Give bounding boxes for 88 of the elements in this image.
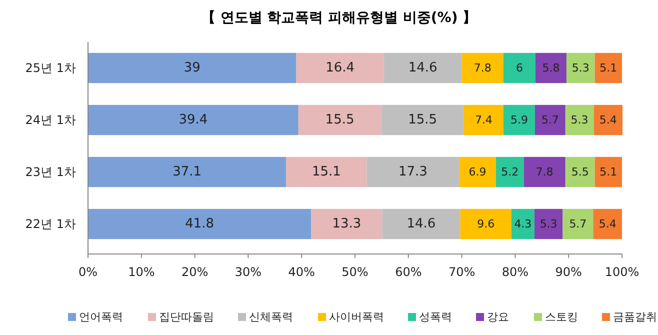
y-tick-label: 24년 1차 (25, 113, 76, 127)
bar (511, 208, 534, 240)
x-tick-label: 40% (288, 265, 315, 279)
bar (464, 104, 504, 136)
x-tick-label: 50% (342, 265, 368, 279)
y-tick-label: 25년 1차 (25, 61, 76, 75)
bar (565, 156, 595, 188)
bar (381, 104, 464, 136)
bar (593, 208, 622, 240)
data-label: 7.8 (536, 166, 554, 178)
y-tick-label: 22년 1차 (25, 217, 76, 231)
bar (88, 208, 312, 240)
x-tick-label: 80% (502, 265, 529, 279)
data-label: 7.4 (474, 114, 492, 126)
bar (462, 52, 504, 84)
bar (503, 104, 535, 136)
data-label: 15.1 (312, 164, 341, 180)
x-tick-label: 60% (395, 265, 422, 279)
data-label: 6 (516, 62, 523, 74)
data-label: 5.1 (600, 62, 618, 74)
data-label: 5.7 (541, 114, 559, 126)
data-label: 39 (184, 60, 200, 76)
data-label: 15.5 (408, 112, 438, 128)
x-tick-label: 30% (234, 265, 262, 279)
bar (88, 156, 286, 188)
data-label: 13.3 (332, 216, 362, 232)
bar (384, 52, 462, 84)
data-label: 17.3 (398, 164, 428, 180)
bar (496, 156, 524, 188)
bar (565, 104, 594, 136)
bar (88, 104, 298, 136)
legend-label: 언어폭력 (79, 310, 123, 324)
data-label: 41.8 (185, 216, 214, 232)
legend-label: 사이버폭력 (329, 310, 384, 324)
bar (286, 156, 367, 188)
data-label: 5.3 (572, 62, 590, 74)
data-label: 7.8 (474, 62, 492, 74)
data-label: 37.1 (172, 164, 202, 180)
data-label: 6.9 (468, 166, 486, 178)
bar (503, 52, 536, 84)
data-label: 39.4 (178, 112, 208, 128)
data-label: 14.6 (408, 60, 438, 76)
bar (311, 208, 382, 240)
x-tick-label: 100% (604, 265, 640, 279)
data-label: 5.1 (600, 166, 618, 178)
data-label: 5.9 (510, 114, 528, 126)
bar (594, 104, 623, 136)
chart-title: 【 연도별 학교폭력 피해유형별 비중(%) 】 (201, 10, 477, 26)
data-label: 15.5 (325, 112, 354, 128)
data-label: 4.3 (514, 218, 532, 230)
bar (524, 156, 566, 188)
legend-label: 신체폭력 (249, 310, 293, 324)
bar (88, 52, 296, 84)
data-label: 5.3 (540, 218, 558, 230)
bar (298, 104, 382, 136)
bar (366, 156, 460, 188)
bar (535, 52, 566, 84)
data-label: 5.3 (570, 114, 588, 126)
bar (534, 104, 566, 136)
data-label: 5.7 (569, 218, 587, 230)
legend-label: 스토킹 (545, 310, 578, 324)
legend-label: 강요 (487, 310, 509, 324)
bar (566, 52, 595, 84)
bar (594, 156, 622, 188)
data-label: 5.8 (542, 62, 560, 74)
x-tick-label: 90% (555, 265, 582, 279)
x-tick-label: 10% (128, 265, 155, 279)
bar (460, 208, 512, 240)
data-label: 16.4 (326, 60, 355, 76)
x-tick-label: 20% (181, 265, 208, 279)
x-tick-label: 0% (78, 265, 98, 279)
data-label: 5.5 (571, 166, 589, 178)
data-label: 9.6 (477, 218, 495, 230)
data-label: 5.2 (501, 166, 519, 178)
legend-label: 금품갈취 (613, 310, 657, 324)
x-tick-label: 70% (448, 265, 476, 279)
data-label: 5.4 (599, 114, 617, 126)
bar (459, 156, 496, 188)
legend-label: 성폭력 (419, 310, 452, 324)
data-label: 14.6 (406, 216, 436, 232)
bar (562, 208, 594, 240)
legend-label: 집단따돌림 (159, 310, 214, 324)
bar (594, 52, 622, 84)
bar (296, 52, 384, 84)
y-tick-label: 23년 1차 (25, 165, 76, 179)
bar (382, 208, 460, 240)
data-label: 5.4 (598, 218, 616, 230)
bar (534, 208, 563, 240)
